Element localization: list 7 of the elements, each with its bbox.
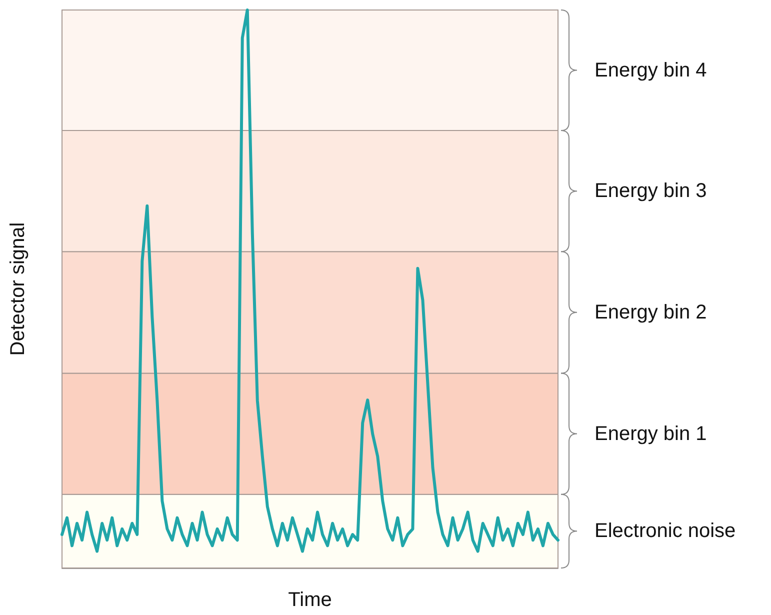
y-axis-title: Detector signal: [7, 222, 29, 356]
band-label: Energy bin 1: [594, 422, 707, 445]
band-label: Electronic noise: [594, 520, 736, 542]
band-label: Energy bin 2: [594, 301, 707, 324]
band-label: Energy bin 3: [594, 180, 707, 202]
band-label: Energy bin 4: [594, 59, 707, 82]
x-axis-title: Time: [288, 589, 332, 611]
